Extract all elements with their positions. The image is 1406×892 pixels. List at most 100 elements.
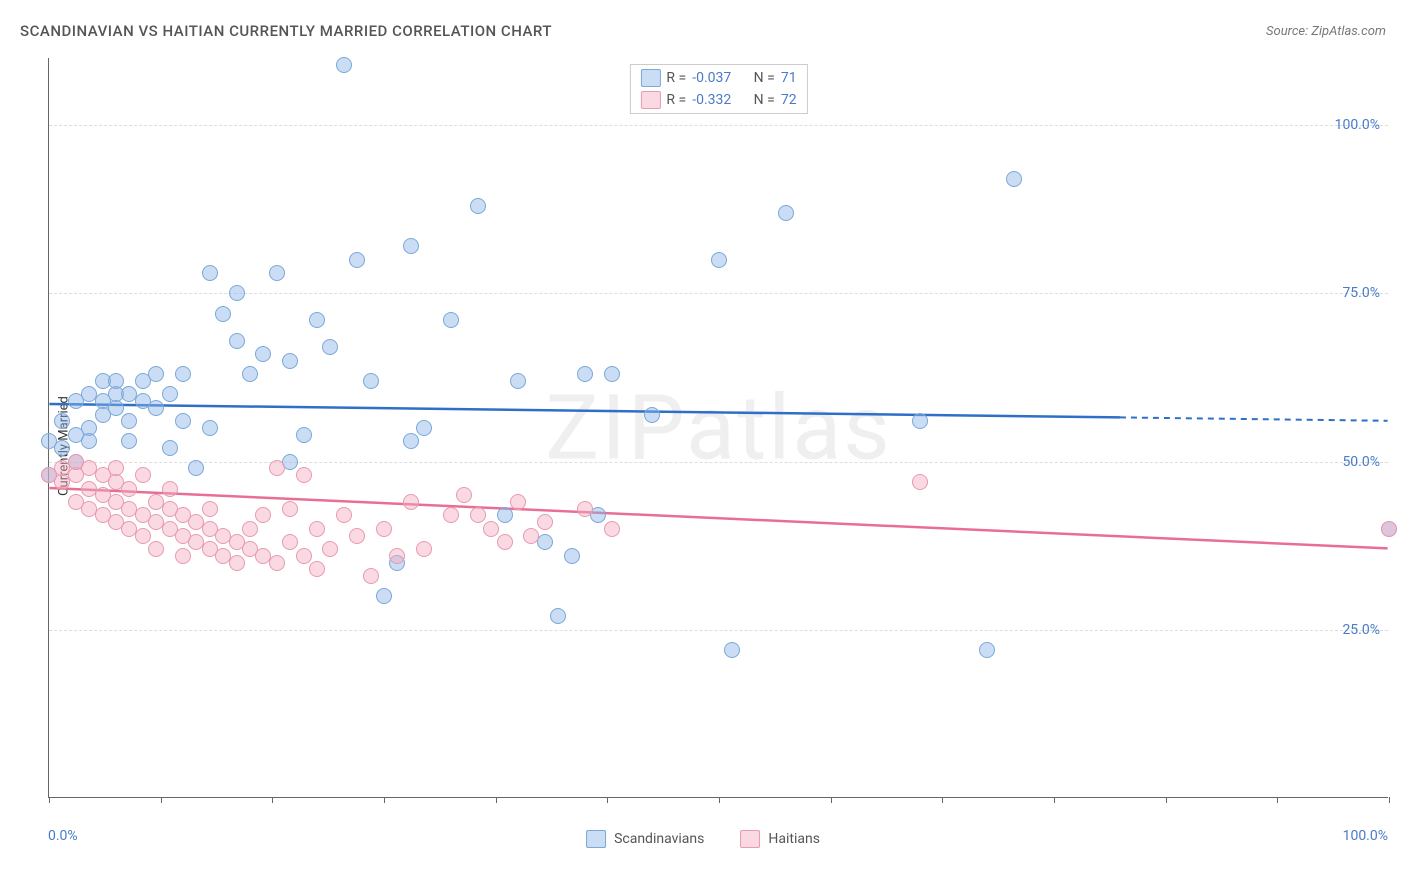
data-point	[162, 386, 178, 402]
data-point	[470, 507, 486, 523]
legend-row: R = -0.037 N = 71	[630, 67, 806, 89]
data-point	[162, 481, 178, 497]
data-point	[309, 561, 325, 577]
chart-plot-area: ZIPatlas R = -0.037 N = 71R = -0.332 N =…	[48, 58, 1388, 798]
x-tick	[161, 797, 162, 803]
data-point	[229, 285, 245, 301]
x-axis-min-label: 0.0%	[48, 828, 78, 844]
data-point	[81, 433, 97, 449]
data-point	[309, 312, 325, 328]
data-point	[121, 481, 137, 497]
data-point	[416, 420, 432, 436]
data-point	[242, 521, 258, 537]
x-axis-max-label: 100.0%	[1343, 828, 1388, 844]
trend-line	[49, 404, 1120, 417]
chart-header: SCANDINAVIAN VS HAITIAN CURRENTLY MARRIE…	[20, 22, 1386, 40]
data-point	[202, 501, 218, 517]
data-point	[523, 528, 539, 544]
legend-n-value: 71	[781, 70, 797, 86]
trend-line	[49, 488, 1387, 548]
data-point	[255, 507, 271, 523]
x-tick	[1166, 797, 1167, 803]
x-tick	[607, 797, 608, 803]
data-point	[510, 494, 526, 510]
data-point	[282, 353, 298, 369]
legend-r-value: -0.037	[692, 70, 731, 86]
x-tick	[496, 797, 497, 803]
data-point	[121, 433, 137, 449]
chart-source: Source: ZipAtlas.com	[1266, 24, 1386, 39]
x-tick	[1389, 797, 1390, 803]
data-point	[108, 460, 124, 476]
data-point	[296, 467, 312, 483]
data-point	[912, 474, 928, 490]
data-point	[363, 568, 379, 584]
data-point	[416, 541, 432, 557]
data-point	[175, 413, 191, 429]
data-point	[349, 528, 365, 544]
data-point	[296, 427, 312, 443]
data-point	[202, 420, 218, 436]
data-point	[269, 460, 285, 476]
data-point	[497, 534, 513, 550]
data-point	[269, 555, 285, 571]
x-tick	[1277, 797, 1278, 803]
legend-row: R = -0.332 N = 72	[630, 89, 806, 111]
data-point	[54, 440, 70, 456]
x-tick	[272, 797, 273, 803]
data-point	[979, 642, 995, 658]
data-point	[564, 548, 580, 564]
trend-line-dashed	[1120, 417, 1388, 420]
legend-swatch	[640, 91, 660, 109]
data-point	[604, 521, 620, 537]
gridline	[49, 293, 1388, 294]
legend-swatch	[586, 830, 606, 848]
legend-series-item: Haitians	[740, 830, 820, 848]
legend-n-label: N =	[754, 92, 775, 108]
data-point	[1381, 521, 1397, 537]
data-point	[456, 487, 472, 503]
data-point	[644, 407, 660, 423]
gridline	[49, 125, 1388, 126]
data-point	[550, 608, 566, 624]
y-tick-label: 25.0%	[1342, 622, 1380, 638]
data-point	[255, 346, 271, 362]
data-point	[54, 413, 70, 429]
legend-n-label: N =	[754, 70, 775, 86]
data-point	[483, 521, 499, 537]
data-point	[1006, 171, 1022, 187]
data-point	[148, 400, 164, 416]
data-point	[108, 373, 124, 389]
legend-r-label: R =	[666, 70, 686, 86]
data-point	[711, 252, 727, 268]
data-point	[148, 541, 164, 557]
data-point	[309, 521, 325, 537]
data-point	[604, 366, 620, 382]
data-point	[162, 440, 178, 456]
data-point	[363, 373, 379, 389]
correlation-legend: R = -0.037 N = 71R = -0.332 N = 72	[629, 64, 807, 114]
data-point	[510, 373, 526, 389]
series-legend: ScandinaviansHaitians	[586, 830, 820, 848]
data-point	[229, 333, 245, 349]
data-point	[175, 548, 191, 564]
data-point	[403, 494, 419, 510]
legend-r-label: R =	[666, 92, 686, 108]
data-point	[242, 366, 258, 382]
data-point	[215, 306, 231, 322]
data-point	[336, 57, 352, 73]
y-tick-label: 50.0%	[1342, 454, 1380, 470]
data-point	[135, 528, 151, 544]
data-point	[778, 205, 794, 221]
data-point	[296, 548, 312, 564]
data-point	[403, 238, 419, 254]
data-point	[336, 507, 352, 523]
data-point	[376, 588, 392, 604]
data-point	[376, 521, 392, 537]
data-point	[148, 366, 164, 382]
data-point	[470, 198, 486, 214]
x-tick	[1054, 797, 1055, 803]
data-point	[349, 252, 365, 268]
data-point	[322, 339, 338, 355]
data-point	[282, 534, 298, 550]
